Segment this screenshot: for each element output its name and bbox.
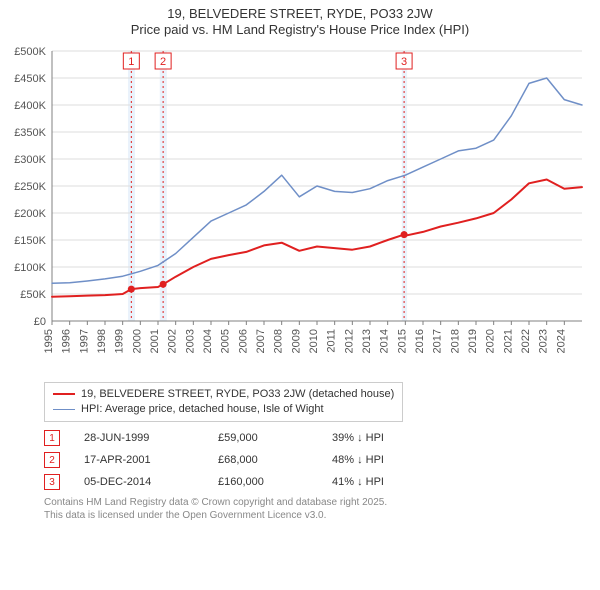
chart-svg: £0 £50K £100K £150K £200K £250K £300K £350K £400… <box>8 43 592 373</box>
event-marker-badge-label: 3 <box>401 56 407 68</box>
legend: 19, BELVEDERE STREET, RYDE, PO33 2JW (de… <box>44 382 403 423</box>
x-tick-label: 1997 <box>78 329 90 353</box>
event-hpi: 48% ↓ HPI <box>332 454 442 466</box>
y-tick-label: £0 <box>34 316 46 328</box>
event-row: 2 17-APR-2001 £68,000 48% ↓ HPI <box>44 452 592 468</box>
legend-label: 19, BELVEDERE STREET, RYDE, PO33 2JW (de… <box>81 387 394 402</box>
event-price: £68,000 <box>218 454 308 466</box>
x-tick-label: 1995 <box>43 329 55 353</box>
y-tick-label: £150K <box>14 235 46 247</box>
x-tick-label: 2020 <box>485 329 497 353</box>
footer: Contains HM Land Registry data © Crown c… <box>44 496 592 522</box>
footer-line2: This data is licensed under the Open Gov… <box>44 509 592 522</box>
y-tick-label: £350K <box>14 127 46 139</box>
title-line1: 19, BELVEDERE STREET, RYDE, PO33 2JW <box>8 6 592 22</box>
event-row: 3 05-DEC-2014 £160,000 41% ↓ HPI <box>44 474 592 490</box>
page: 19, BELVEDERE STREET, RYDE, PO33 2JW Pri… <box>0 0 600 590</box>
x-tick-label: 2007 <box>255 329 267 353</box>
y-tick-label: £250K <box>14 181 46 193</box>
x-tick-label: 1998 <box>96 329 108 353</box>
x-tick-label: 2003 <box>184 329 196 353</box>
event-marker-badge-label: 2 <box>160 56 166 68</box>
x-tick-label: 2005 <box>220 329 232 353</box>
x-tick-label: 2001 <box>149 329 161 353</box>
event-date: 05-DEC-2014 <box>84 476 194 488</box>
x-tick-label: 2000 <box>131 329 143 353</box>
chart-title: 19, BELVEDERE STREET, RYDE, PO33 2JW Pri… <box>8 6 592 39</box>
x-tick-label: 2018 <box>449 329 461 353</box>
footer-line1: Contains HM Land Registry data © Crown c… <box>44 496 592 509</box>
y-tick-label: £50K <box>20 289 46 301</box>
x-tick-label: 1996 <box>61 329 73 353</box>
event-badge: 1 <box>44 430 60 446</box>
x-tick-label: 1999 <box>114 329 126 353</box>
y-tick-label: £200K <box>14 208 46 220</box>
x-tick-label: 2013 <box>361 329 373 353</box>
legend-swatch <box>53 409 75 410</box>
x-tick-label: 2002 <box>167 329 179 353</box>
x-tick-label: 2009 <box>290 329 302 353</box>
event-row: 1 28-JUN-1999 £59,000 39% ↓ HPI <box>44 430 592 446</box>
legend-item: HPI: Average price, detached house, Isle… <box>53 402 394 417</box>
y-tick-label: £100K <box>14 262 46 274</box>
events-table: 1 28-JUN-1999 £59,000 39% ↓ HPI 2 17-APR-2001… <box>44 430 592 490</box>
x-tick-label: 2014 <box>379 329 391 353</box>
event-hpi: 41% ↓ HPI <box>332 476 442 488</box>
event-price: £160,000 <box>218 476 308 488</box>
event-badge: 3 <box>44 474 60 490</box>
event-hpi: 39% ↓ HPI <box>332 432 442 444</box>
x-tick-label: 2016 <box>414 329 426 353</box>
event-marker-badge-label: 1 <box>128 56 134 68</box>
x-tick-label: 2024 <box>555 329 567 353</box>
y-tick-label: £500K <box>14 46 46 58</box>
x-tick-label: 2004 <box>202 329 214 353</box>
x-tick-label: 2008 <box>273 329 285 353</box>
x-tick-label: 2019 <box>467 329 479 353</box>
x-tick-label: 2010 <box>308 329 320 353</box>
x-tick-label: 2023 <box>538 329 550 353</box>
x-tick-label: 2022 <box>520 329 532 353</box>
event-date: 17-APR-2001 <box>84 454 194 466</box>
chart: £0 £50K £100K £150K £200K £250K £300K £350K £400… <box>8 43 592 376</box>
legend-label: HPI: Average price, detached house, Isle… <box>81 402 324 417</box>
y-tick-label: £400K <box>14 100 46 112</box>
x-tick-label: 2021 <box>502 329 514 353</box>
x-tick-label: 2015 <box>396 329 408 353</box>
legend-item: 19, BELVEDERE STREET, RYDE, PO33 2JW (de… <box>53 387 394 402</box>
event-date: 28-JUN-1999 <box>84 432 194 444</box>
y-tick-label: £450K <box>14 73 46 85</box>
event-price: £59,000 <box>218 432 308 444</box>
legend-swatch <box>53 393 75 395</box>
event-badge: 2 <box>44 452 60 468</box>
title-line2: Price paid vs. HM Land Registry's House … <box>8 22 592 38</box>
x-tick-label: 2006 <box>237 329 249 353</box>
x-tick-label: 2017 <box>432 329 444 353</box>
x-tick-label: 2012 <box>343 329 355 353</box>
y-tick-label: £300K <box>14 154 46 166</box>
x-tick-label: 2011 <box>326 329 338 353</box>
